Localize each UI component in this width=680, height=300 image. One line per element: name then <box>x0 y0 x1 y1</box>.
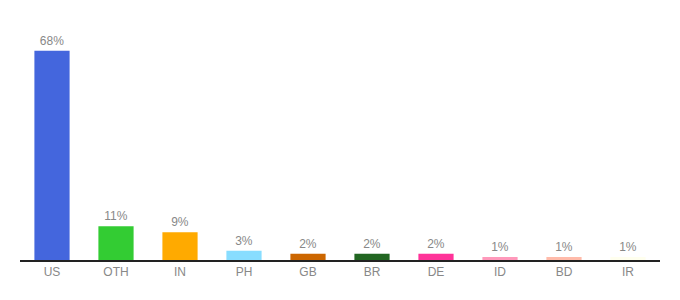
svg-text:BD: BD <box>556 265 573 279</box>
svg-text:BR: BR <box>364 265 381 279</box>
svg-text:1%: 1% <box>619 240 637 254</box>
svg-text:IN: IN <box>174 265 186 279</box>
svg-text:2%: 2% <box>299 237 317 251</box>
svg-text:DE: DE <box>428 265 445 279</box>
svg-text:PH: PH <box>236 265 253 279</box>
svg-text:11%: 11% <box>104 209 127 223</box>
svg-text:US: US <box>44 265 61 279</box>
svg-text:2%: 2% <box>363 237 381 251</box>
svg-text:ID: ID <box>494 265 506 279</box>
svg-text:GB: GB <box>299 265 316 279</box>
svg-text:1%: 1% <box>555 240 573 254</box>
svg-text:IR: IR <box>622 265 634 279</box>
svg-text:9%: 9% <box>171 215 189 229</box>
svg-text:OTH: OTH <box>103 265 128 279</box>
svg-text:68%: 68% <box>40 34 64 48</box>
svg-text:1%: 1% <box>491 240 509 254</box>
svg-text:2%: 2% <box>427 237 445 251</box>
svg-text:3%: 3% <box>235 234 253 248</box>
